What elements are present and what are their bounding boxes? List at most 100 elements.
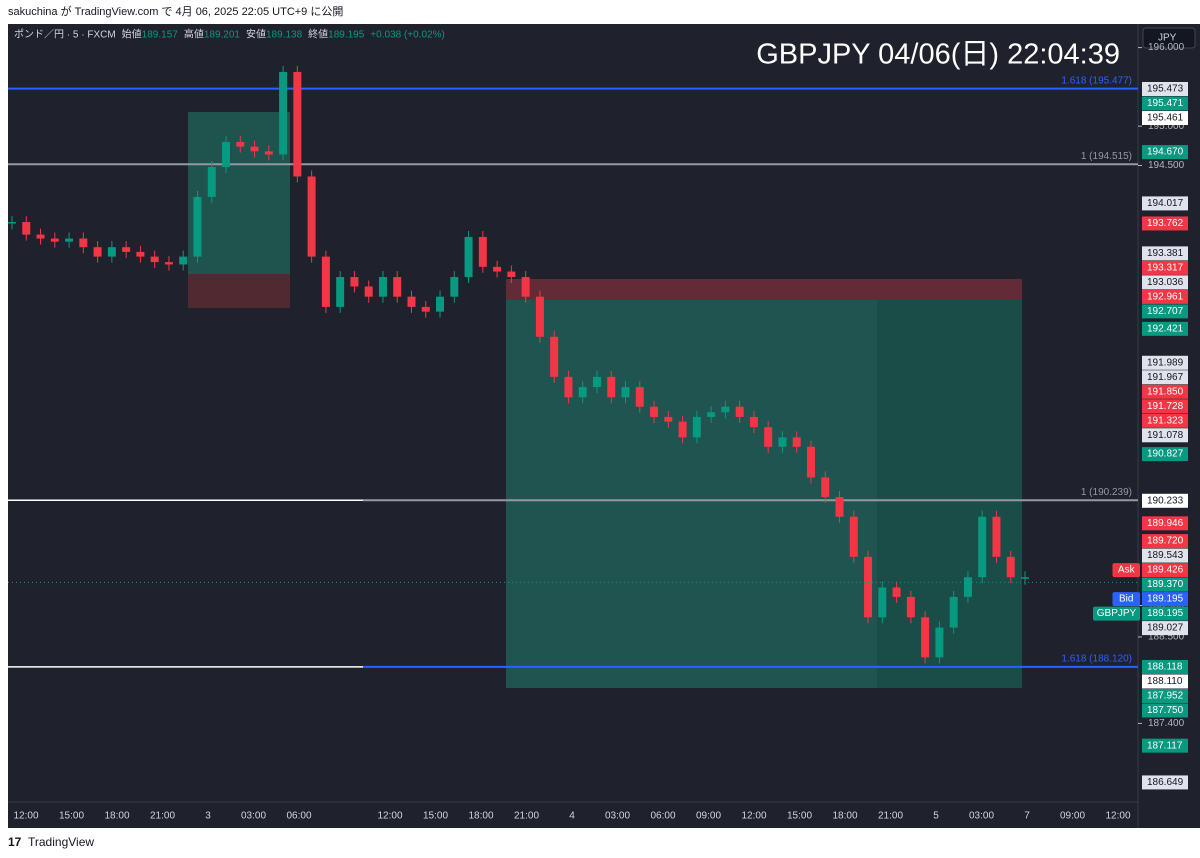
candle bbox=[621, 387, 630, 398]
currency-button-label[interactable]: JPY bbox=[1158, 33, 1177, 44]
price-box-label: 189.195 bbox=[1147, 608, 1184, 619]
candle bbox=[350, 277, 359, 287]
candle bbox=[8, 222, 16, 224]
price-box bbox=[1142, 384, 1188, 399]
candle bbox=[692, 416, 701, 438]
candle bbox=[607, 376, 616, 398]
candle bbox=[906, 596, 915, 618]
price-box bbox=[1142, 659, 1188, 674]
y-tick-label: 187.400 bbox=[1148, 718, 1185, 729]
stop-zone bbox=[188, 274, 290, 308]
candle bbox=[735, 406, 744, 417]
candle bbox=[207, 167, 216, 197]
price-box bbox=[1142, 399, 1188, 414]
candle bbox=[864, 556, 873, 618]
candle bbox=[849, 516, 858, 557]
candle bbox=[892, 587, 901, 597]
price-box bbox=[1142, 81, 1188, 96]
candle bbox=[122, 247, 131, 252]
legend-label: 高値 bbox=[184, 28, 204, 41]
candle bbox=[478, 236, 487, 267]
price-box-label: 191.323 bbox=[1147, 415, 1184, 426]
candle bbox=[992, 516, 1001, 557]
price-box bbox=[1142, 738, 1188, 753]
price-box bbox=[1142, 493, 1188, 508]
x-tick-label: 3 bbox=[205, 811, 211, 822]
candle bbox=[978, 516, 987, 578]
candle bbox=[592, 376, 601, 388]
x-tick-label: 18:00 bbox=[104, 811, 129, 822]
x-tick-label: 21:00 bbox=[514, 811, 539, 822]
price-box bbox=[1142, 516, 1188, 531]
price-box-label: 187.117 bbox=[1147, 740, 1183, 751]
candle bbox=[36, 234, 45, 239]
fib-levels: 1.618 (195.477) 1 (194.515) 1 (190.239) 1.6… bbox=[8, 75, 1138, 668]
price-tag-label: GBPJPY bbox=[1097, 608, 1137, 619]
price-box bbox=[1142, 447, 1188, 462]
x-tick-label: 06:00 bbox=[286, 811, 311, 822]
price-box-label: 192.707 bbox=[1147, 306, 1184, 317]
price-box bbox=[1142, 370, 1188, 385]
price-box bbox=[1142, 674, 1188, 689]
candle bbox=[364, 286, 373, 297]
x-tick-label: 15:00 bbox=[423, 811, 448, 822]
x-tick-label: 15:00 bbox=[787, 811, 812, 822]
price-box bbox=[1142, 289, 1188, 304]
price-box-label: 195.473 bbox=[1147, 84, 1184, 95]
candle bbox=[635, 387, 644, 407]
legend-label: 安値 bbox=[246, 28, 266, 41]
price-box bbox=[1142, 577, 1188, 592]
x-tick-label: 12:00 bbox=[741, 811, 766, 822]
legend-value: 189.201 bbox=[204, 30, 241, 41]
publish-note: sakuchina が TradingView.com で 4月 06, 202… bbox=[8, 4, 343, 18]
fib-label: 1 (190.239) bbox=[1081, 487, 1132, 498]
candle bbox=[1006, 556, 1015, 578]
price-box bbox=[1142, 355, 1188, 370]
x-tick-label: 03:00 bbox=[605, 811, 630, 822]
price-box bbox=[1142, 321, 1188, 336]
currency-button[interactable] bbox=[1142, 27, 1196, 49]
x-tick-label: 18:00 bbox=[832, 811, 857, 822]
candle bbox=[721, 406, 730, 413]
price-box bbox=[1142, 96, 1188, 111]
price-box bbox=[1142, 563, 1188, 578]
price-box-label: 189.543 bbox=[1147, 550, 1184, 561]
legend-label: 始値 bbox=[122, 28, 142, 41]
x-tick-label: 5 bbox=[933, 811, 939, 822]
y-tick-label: 194.500 bbox=[1148, 160, 1185, 171]
candle bbox=[806, 446, 815, 478]
price-tag bbox=[1093, 606, 1140, 621]
x-tick-label: 12:00 bbox=[377, 811, 402, 822]
candle bbox=[307, 176, 316, 257]
price-box bbox=[1142, 606, 1188, 621]
candle bbox=[921, 617, 930, 658]
candle bbox=[578, 387, 587, 398]
candle bbox=[778, 437, 787, 447]
price-box-label: 189.946 bbox=[1147, 518, 1184, 529]
price-axis: 196.000195.000194.500188.900188.500187.4… bbox=[8, 42, 1188, 790]
x-tick-label: 03:00 bbox=[241, 811, 266, 822]
x-tick-label: 4 bbox=[569, 811, 575, 822]
candle bbox=[792, 437, 801, 447]
price-box-label: 194.670 bbox=[1147, 147, 1184, 158]
price-box bbox=[1142, 246, 1188, 261]
candle bbox=[436, 296, 445, 312]
legend-value: 189.138 bbox=[266, 30, 303, 41]
candle bbox=[279, 71, 288, 155]
target-zone bbox=[188, 112, 290, 274]
candle bbox=[835, 497, 844, 517]
y-tick-label: 196.000 bbox=[1148, 42, 1185, 53]
legend: ポンド／円 · 5 · FXCM 始値 189.157 高値 189.201 安値 189… bbox=[14, 28, 445, 41]
x-tick-label: 15:00 bbox=[59, 811, 84, 822]
legend-value: 189.157 bbox=[142, 30, 179, 41]
price-box bbox=[1142, 110, 1188, 125]
candle bbox=[949, 596, 958, 628]
candle bbox=[407, 296, 416, 307]
price-box bbox=[1142, 621, 1188, 636]
candle bbox=[50, 238, 59, 242]
candle bbox=[193, 196, 202, 257]
x-tick-label: 09:00 bbox=[696, 811, 721, 822]
x-tick-label: 21:00 bbox=[878, 811, 903, 822]
price-box-label: 189.370 bbox=[1147, 579, 1184, 590]
candle bbox=[136, 251, 145, 257]
